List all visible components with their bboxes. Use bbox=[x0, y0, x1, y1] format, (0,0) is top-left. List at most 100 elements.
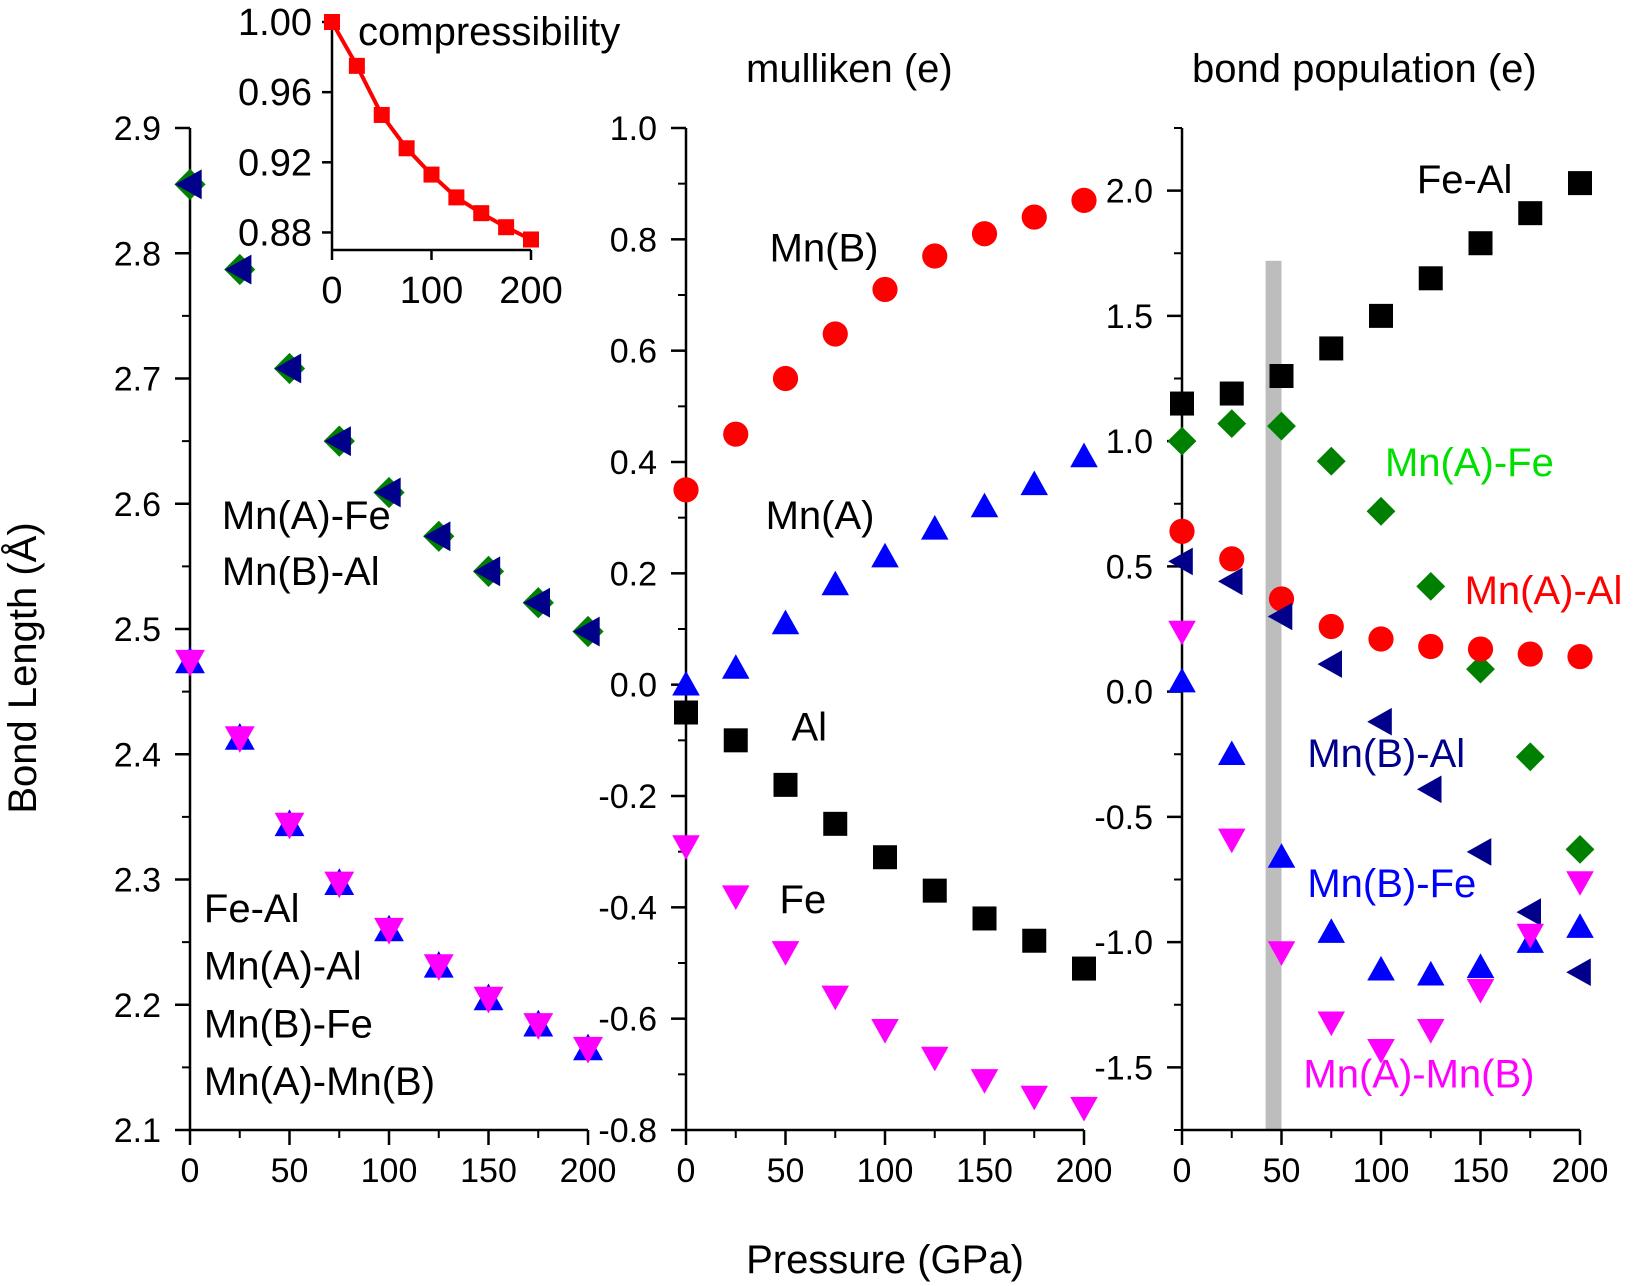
series-mn-a-fe bbox=[1167, 409, 1595, 864]
y-tick-label: -0.2 bbox=[598, 778, 657, 816]
data-point bbox=[1267, 941, 1296, 966]
data-point bbox=[1417, 1019, 1445, 1044]
data-point bbox=[821, 570, 849, 596]
data-point bbox=[1218, 828, 1246, 854]
data-point bbox=[921, 1046, 949, 1072]
data-point bbox=[1168, 667, 1196, 693]
series-label: Mn(B)-Al bbox=[1307, 732, 1465, 776]
data-point bbox=[1367, 955, 1395, 981]
y-tick-label: 0.0 bbox=[1106, 674, 1153, 712]
y-tick-label: -1.5 bbox=[1094, 1049, 1153, 1087]
data-point bbox=[1071, 187, 1097, 213]
x-tick-label: 150 bbox=[956, 1152, 1013, 1190]
data-point bbox=[1168, 547, 1193, 576]
x-tick-label: 100 bbox=[400, 270, 463, 312]
series-fe bbox=[672, 835, 1098, 1122]
data-point bbox=[523, 587, 550, 618]
data-point bbox=[971, 221, 998, 247]
data-point bbox=[1418, 266, 1443, 291]
data-point bbox=[1417, 960, 1445, 986]
data-point bbox=[473, 986, 504, 1014]
panel-title-bond-population: bond population (e) bbox=[1192, 47, 1537, 91]
data-point bbox=[771, 941, 800, 966]
x-tick-label: 200 bbox=[560, 1152, 617, 1190]
y-tick-label: 2.1 bbox=[114, 1112, 161, 1150]
data-point bbox=[922, 243, 948, 269]
y-tick-label: 0.0 bbox=[610, 667, 657, 705]
y-tick-label: 2.6 bbox=[114, 486, 161, 524]
y-tick-label: 0.92 bbox=[238, 142, 312, 184]
data-point bbox=[722, 654, 750, 679]
data-point bbox=[1567, 643, 1593, 670]
data-point bbox=[374, 477, 401, 508]
data-point bbox=[473, 205, 490, 222]
data-point bbox=[872, 276, 898, 303]
data-point bbox=[1316, 446, 1346, 476]
data-point bbox=[1566, 871, 1594, 896]
data-point bbox=[1517, 641, 1543, 667]
series-fe-al bbox=[1170, 171, 1592, 416]
data-point bbox=[822, 321, 848, 347]
y-tick-label: 0.6 bbox=[610, 333, 657, 371]
y-tick-label: -0.4 bbox=[598, 889, 657, 927]
data-point bbox=[1466, 953, 1495, 978]
data-point bbox=[1022, 928, 1047, 953]
data-point bbox=[723, 421, 749, 447]
y-tick-label: 0.88 bbox=[238, 212, 312, 254]
y-tick-label: -1.0 bbox=[1094, 924, 1153, 962]
data-point bbox=[772, 365, 799, 392]
data-point bbox=[1317, 650, 1342, 678]
shaded-band bbox=[1265, 260, 1282, 1130]
data-point bbox=[1217, 409, 1247, 438]
data-point bbox=[324, 426, 351, 457]
data-point bbox=[324, 871, 355, 899]
data-point bbox=[573, 1036, 603, 1064]
y-tick-label: 2.0 bbox=[1106, 173, 1153, 211]
data-point bbox=[1467, 636, 1494, 662]
series-mn-b-al bbox=[175, 169, 600, 647]
series-mn-a bbox=[672, 442, 1098, 696]
data-point bbox=[1566, 913, 1594, 938]
data-point bbox=[1070, 1096, 1098, 1122]
bond-population-panel: -1.5 -1.0 -0.5 0.0 0.5 1.0 1.5 2.0 0 50 100 150 200 F… bbox=[1094, 127, 1622, 1190]
x-tick-label: 200 bbox=[499, 270, 562, 312]
data-point bbox=[1020, 470, 1048, 496]
y-tick-label: 2.8 bbox=[114, 235, 161, 273]
data-point bbox=[1070, 442, 1098, 468]
y-axis-title-bond-length: Bond Length (Å) bbox=[0, 522, 45, 813]
data-point bbox=[523, 231, 539, 248]
data-point bbox=[1021, 204, 1047, 230]
x-tick-label: 150 bbox=[1452, 1152, 1509, 1190]
series-mn-a-mn-b bbox=[175, 649, 603, 1064]
y-tick-label: -0.5 bbox=[1094, 799, 1153, 837]
y-tick-label: 0.2 bbox=[610, 555, 657, 593]
data-point bbox=[1367, 1039, 1395, 1064]
data-point bbox=[1218, 567, 1243, 596]
data-point bbox=[224, 726, 255, 753]
y-tick-label: 0.8 bbox=[610, 221, 657, 259]
series-mn-b-al bbox=[1168, 547, 1591, 986]
series-label: Mn(B)-Fe bbox=[1307, 862, 1476, 906]
data-point bbox=[1466, 654, 1495, 684]
data-point bbox=[573, 616, 600, 647]
data-point bbox=[1219, 546, 1245, 572]
panel-title-compressibility: compressibility bbox=[358, 10, 620, 54]
data-point bbox=[1269, 363, 1294, 388]
x-tick-label: 200 bbox=[1552, 1152, 1609, 1190]
data-point bbox=[224, 254, 252, 285]
x-tick-label: 100 bbox=[857, 1152, 914, 1190]
y-tick-label: 2.2 bbox=[114, 987, 161, 1025]
data-point bbox=[1267, 411, 1296, 441]
y-tick-label: 1.0 bbox=[610, 110, 657, 148]
y-tick-label: 1.0 bbox=[1106, 423, 1153, 461]
bond-length-panel: 2.1 2.2 2.3 2.4 2.5 2.6 2.7 2.8 2.9 0 50 100 150 200 M… bbox=[114, 110, 617, 1190]
data-point bbox=[1170, 391, 1194, 416]
data-point bbox=[1516, 898, 1541, 926]
series-label: Fe-Al bbox=[204, 887, 300, 931]
series-label: Fe bbox=[780, 878, 827, 922]
data-point bbox=[1566, 958, 1591, 986]
data-point bbox=[722, 885, 750, 910]
data-point bbox=[348, 57, 365, 74]
data-point bbox=[423, 521, 451, 552]
data-point bbox=[1319, 336, 1344, 361]
